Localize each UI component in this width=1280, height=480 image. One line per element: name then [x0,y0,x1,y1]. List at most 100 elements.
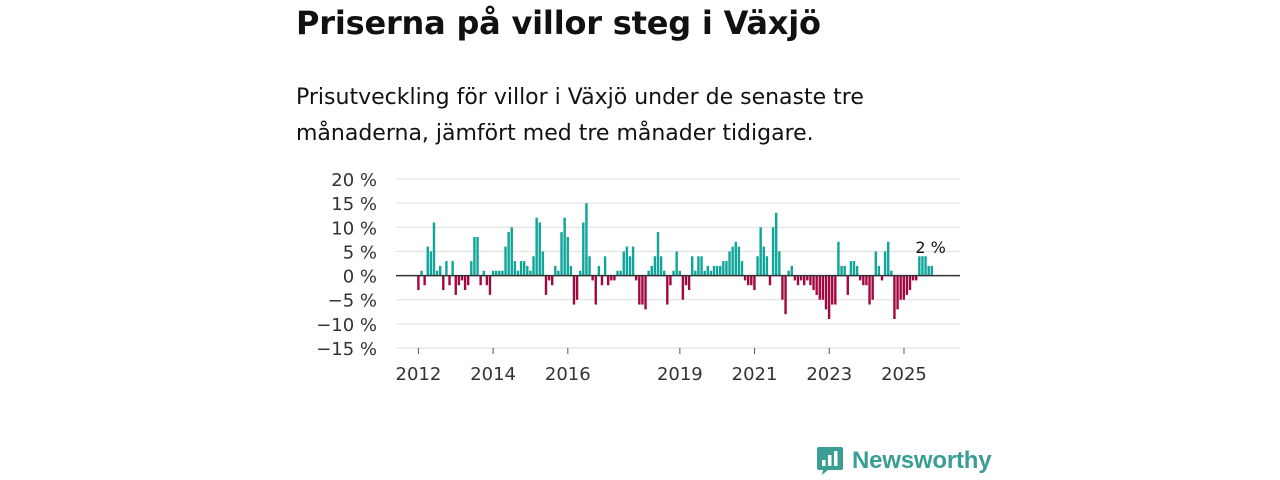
chart-bar [824,275,828,310]
chart-bar [893,275,896,320]
chart-bar [532,256,535,276]
newsworthy-logo-icon [817,447,843,475]
chart-bar [460,275,464,281]
chart-bar [709,270,713,276]
chart-bar [491,270,495,276]
chart-bar [628,256,632,276]
chart-y-axis: 20 % 15 % 10 % 5 % 0 % −5 % −10 % −15 % [316,170,377,360]
chart-bar [538,222,541,276]
chart-bar [930,265,933,276]
chart-bar [607,275,610,286]
chart-bar [778,251,781,276]
chart-bar [659,256,663,276]
chart-bar [529,270,532,276]
chart-bar [454,275,457,295]
chart-bar [750,275,753,286]
x-tick-label: 2014 [470,364,516,385]
chart-bar [470,261,473,276]
chart-bar [865,275,868,286]
chart-bar [479,275,482,286]
brand-name: Newsworthy [852,447,992,474]
chart-bar [417,275,420,291]
chart-bar [918,256,921,276]
chart-bar [703,270,706,276]
chart-bar [579,270,582,276]
y-tick-label: 10 % [331,218,377,239]
chart-bar [575,275,579,300]
x-tick-label: 2012 [396,364,442,385]
chart-bar [557,270,560,276]
chart-bar [896,275,899,310]
chart-bar [600,275,604,286]
chart-bar [694,270,697,276]
chart-bar [429,251,433,276]
chart-bar [544,275,548,295]
chart-bar [784,275,787,315]
chart-bar [423,275,426,286]
chart-bar [622,251,625,276]
chart-bar [877,265,881,276]
chart-bar [855,265,859,276]
chart-bar [466,275,470,286]
y-tick-label: −10 % [316,315,377,336]
chart-bar [849,261,853,276]
chart-bar [880,275,884,281]
chart-x-axis: 2012 2014 2016 2019 2021 2023 2025 [396,348,927,385]
chart-bar [834,275,837,305]
chart-bar [737,246,741,276]
chart-bar [501,270,504,276]
chart-bar [451,261,454,276]
chart-bar [631,246,635,276]
chart-bar [908,275,912,291]
chart-bar [759,227,762,276]
chart-bar [582,222,585,276]
chart-bar [815,275,818,295]
chart-annotation-label: 2 % [915,238,945,257]
chart-bar [438,265,442,276]
chart-gridlines [396,178,960,349]
x-tick-label: 2023 [806,364,852,385]
x-tick-label: 2025 [881,364,927,385]
chart-bar [638,275,641,305]
chart-bar [635,275,638,281]
chart-bar [684,275,688,286]
chart-bar [706,265,709,276]
chart-bar [551,275,554,286]
chart-bar [666,275,669,305]
chart-bar [809,275,812,286]
chart-bar [420,270,423,276]
chart-bar [507,232,510,276]
chart-bar [719,265,722,276]
chart-bar [911,275,915,281]
chart-bar [619,270,622,276]
chart-bar [768,275,772,286]
chart-bar [485,275,489,286]
chart-bar [712,265,716,276]
chart-bar [610,275,613,281]
chart-bar [837,241,840,276]
chart-bar [883,251,887,276]
chart-bar [588,256,591,276]
chart-bar [734,241,737,276]
chart-bar [747,275,750,286]
chart-bar [868,275,871,305]
chart-bar [821,275,825,300]
chart-bar [787,270,790,276]
y-tick-label: 15 % [331,194,377,215]
x-tick-label: 2021 [732,364,778,385]
chart-bar [597,265,601,276]
chart-bar [890,270,893,276]
chart-bar [691,256,694,276]
chart-bar [494,270,498,276]
chart-bar [594,275,597,305]
x-tick-label: 2016 [545,364,591,385]
chart-bar [547,275,551,281]
chart-bar [728,251,731,276]
chart-bar [862,275,865,286]
chart-bar [523,261,526,276]
chart-bar [725,261,728,276]
chart-bar [927,265,930,276]
chart-bar [476,236,479,276]
chart-bar [482,270,485,276]
chart-bar [566,236,569,276]
